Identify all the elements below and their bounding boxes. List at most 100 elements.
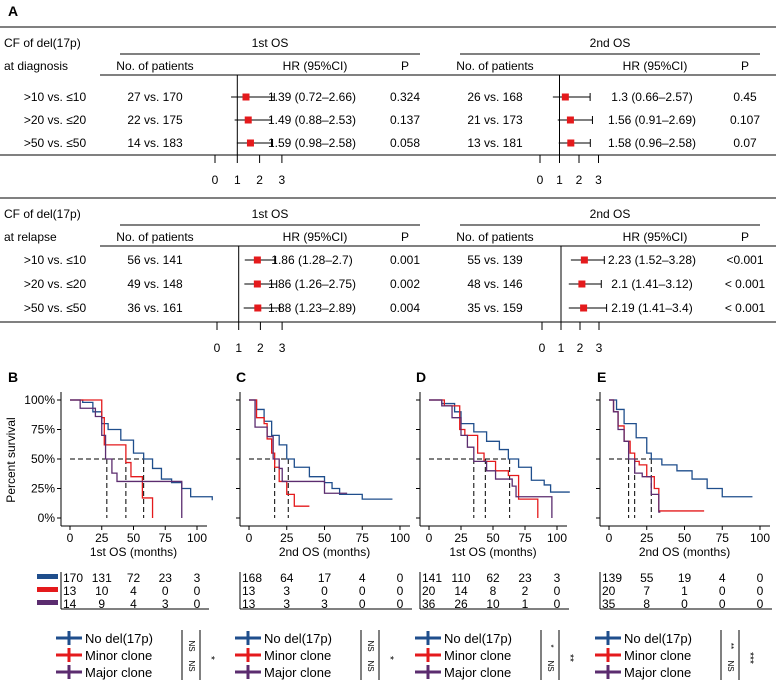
p-value: 0.324 (390, 90, 420, 104)
col-header-hr: HR (95%CI) (283, 59, 348, 73)
sig-pair-1: ** (726, 643, 735, 649)
at-risk-count: 0 (719, 584, 726, 598)
x-axis-label: 2nd OS (months) (639, 545, 730, 559)
x-tick-label: 50 (318, 531, 332, 545)
at-risk-count: 1 (522, 597, 529, 611)
km-curve-major-clone (249, 399, 348, 494)
col-header-n: No. of patients (456, 230, 533, 244)
patients-count: 22 vs. 175 (127, 113, 183, 127)
sig-pair-2: NS (187, 660, 196, 671)
at-risk-count: 13 (63, 584, 77, 598)
at-risk-count: 168 (242, 571, 262, 585)
hr-marker (566, 116, 574, 124)
col-header-hr: HR (95%CI) (623, 59, 688, 73)
x-axis-label: 1st OS (months) (449, 545, 536, 559)
hr-marker (253, 280, 261, 288)
x-tick-label: 50 (486, 531, 500, 545)
axis-tick-label: 0 (537, 173, 544, 187)
at-risk-count: 3 (283, 584, 290, 598)
y-axis-label: Percent survival (4, 417, 18, 502)
at-risk-count: 17 (318, 571, 332, 585)
km-curve-minor-clone (70, 399, 154, 518)
axis-tick-label: 2 (256, 173, 263, 187)
x-tick-label: 25 (280, 531, 294, 545)
row-label: >50 vs. ≤50 (24, 136, 87, 150)
at-risk-count: 20 (422, 584, 436, 598)
y-tick-label: 0% (38, 511, 56, 525)
at-risk-count: 1 (681, 584, 688, 598)
sig-pair-1: * (546, 644, 555, 647)
at-risk-count: 3 (554, 571, 561, 585)
patients-count: 36 vs. 161 (127, 301, 183, 315)
patients-count: 49 vs. 148 (127, 277, 183, 291)
at-risk-count: 0 (194, 584, 201, 598)
at-risk-count: 0 (359, 584, 366, 598)
sig-pair-2: NS (546, 660, 555, 671)
hr-marker (244, 116, 252, 124)
col-header-p: P (401, 230, 409, 244)
legend-label: Minor clone (444, 648, 511, 663)
patients-count: 55 vs. 139 (467, 253, 523, 267)
row-header: CF of del(17p) (4, 207, 81, 221)
panel-label-e: E (597, 369, 606, 385)
patients-count: 21 vs. 173 (467, 113, 523, 127)
km-curve-no-del-17p- (249, 399, 393, 500)
at-risk-count: 110 (451, 571, 470, 585)
hr-marker (254, 304, 262, 312)
at-risk-count: 0 (359, 597, 366, 611)
at-risk-count: 8 (643, 597, 650, 611)
hr-text: 1.86 (1.28–2.7) (271, 253, 352, 267)
at-risk-count: 64 (280, 571, 294, 585)
legend-label: Major clone (624, 665, 691, 680)
hr-marker (580, 304, 588, 312)
patients-count: 48 vs. 146 (467, 277, 523, 291)
km-curve-minor-clone (249, 399, 310, 507)
patients-count: 26 vs. 168 (467, 90, 523, 104)
hr-text: 1.3 (0.66–2.57) (611, 90, 692, 104)
legend-label: No del(17p) (264, 631, 332, 646)
at-risk-count: 14 (63, 597, 77, 611)
at-risk-count: 3 (321, 597, 328, 611)
col-header-n: No. of patients (116, 59, 193, 73)
hr-text: 1.88 (1.23–2.89) (268, 301, 356, 315)
at-risk-count: 8 (490, 584, 497, 598)
patients-count: 35 vs. 159 (467, 301, 523, 315)
col-header-p: P (401, 59, 409, 73)
at-risk-count: 4 (130, 597, 137, 611)
hr-text: 1.59 (0.98–2.58) (268, 136, 356, 150)
x-tick-label: 75 (716, 531, 730, 545)
sig-pair-1: NS (187, 640, 196, 651)
hr-marker (242, 93, 250, 101)
legend-label: Minor clone (624, 648, 691, 663)
at-risk-count: 0 (397, 571, 404, 585)
row-label: >50 vs. ≤50 (24, 301, 87, 315)
at-risk-count: 62 (486, 571, 500, 585)
at-risk-count: 2 (522, 584, 529, 598)
x-tick-label: 100 (750, 531, 770, 545)
col-header-n: No. of patients (456, 59, 533, 73)
axis-tick-label: 1 (235, 341, 242, 355)
at-risk-count: 72 (127, 571, 141, 585)
col-header-hr: HR (95%CI) (623, 230, 688, 244)
x-tick-label: 25 (95, 531, 109, 545)
at-risk-count: 55 (640, 571, 654, 585)
p-value: <0.001 (726, 253, 763, 267)
hr-marker (253, 256, 261, 264)
x-tick-label: 0 (67, 531, 74, 545)
x-tick-label: 25 (640, 531, 654, 545)
at-risk-count: 131 (92, 571, 112, 585)
p-value: 0.137 (390, 113, 420, 127)
hr-text: 1.58 (0.96–2.58) (608, 136, 696, 150)
sig-pair-2: NS (726, 660, 735, 671)
panel-label-c: C (236, 369, 246, 385)
legend-label: Major clone (85, 665, 152, 680)
at-risk-count: 0 (757, 584, 764, 598)
axis-tick-label: 0 (214, 341, 221, 355)
at-risk-count: 0 (162, 584, 169, 598)
at-risk-count: 10 (486, 597, 500, 611)
hr-text: 1.56 (0.91–2.69) (608, 113, 696, 127)
at-risk-count: 9 (98, 597, 105, 611)
hr-text: 1.86 (1.26–2.75) (268, 277, 356, 291)
at-risk-count: 4 (130, 584, 137, 598)
